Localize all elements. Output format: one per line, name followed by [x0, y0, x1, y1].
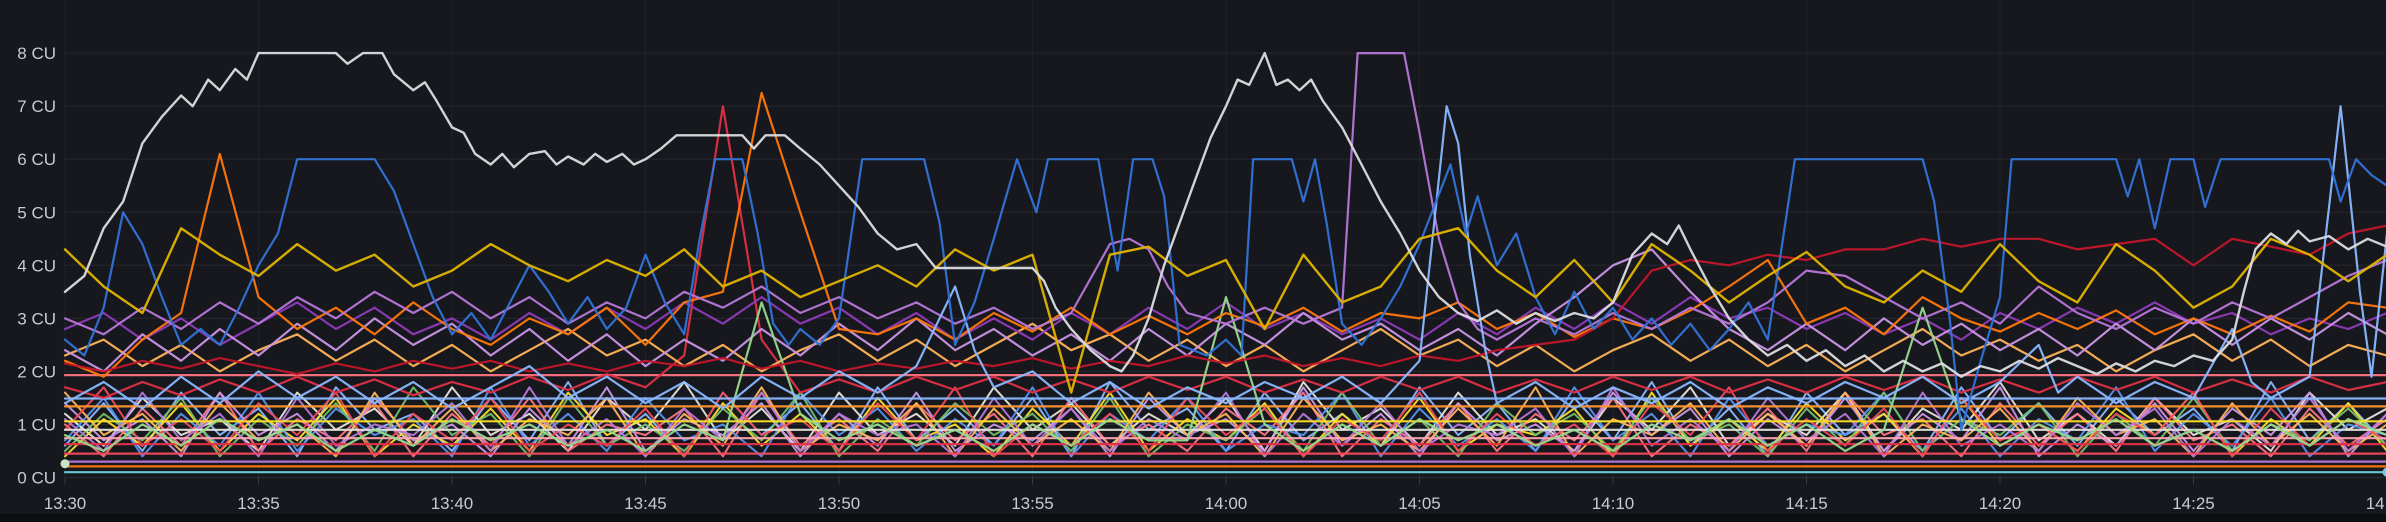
- y-axis-tick-label: 1 CU: [17, 415, 56, 434]
- y-axis-tick-label: 0 CU: [17, 469, 56, 488]
- series-line-violet-band: [63, 296, 2386, 346]
- y-axis-tick-label: 6 CU: [17, 150, 56, 169]
- y-axis-tick-label: 8 CU: [17, 44, 56, 63]
- series-line-darkred-riser: [63, 224, 2386, 376]
- series-line-white-main: [63, 51, 2386, 378]
- y-axis-tick-label: 3 CU: [17, 309, 56, 328]
- series-start-dot: [60, 459, 70, 469]
- x-axis-tick-label: 13:40: [431, 494, 474, 513]
- series-line-palegreen-spiker: [63, 296, 2386, 453]
- series-line-mesh-lightpurple: [64, 386, 2386, 458]
- series-line-lightblue-spiker: [63, 105, 2386, 410]
- series-lines: [63, 51, 2386, 474]
- x-axis-tick-label: 13:30: [44, 494, 87, 513]
- series-line-gold-main: [63, 226, 2386, 394]
- x-axis-tick-label: 14:10: [1592, 494, 1635, 513]
- y-axis-tick-label: 5 CU: [17, 203, 56, 222]
- y-axis-tick-label: 4 CU: [17, 256, 56, 275]
- x-axis-tick-label: 14:05: [1398, 494, 1441, 513]
- y-axis-labels: 0 CU 1 CU 2 CU 3 CU 4 CU 5 CU 6 CU 7 CU 8 CU: [17, 44, 56, 487]
- x-axis-tick-label: 13:45: [624, 494, 667, 513]
- series-line-mesh-blue: [64, 386, 2386, 458]
- x-axis-tick-label: 13:35: [237, 494, 280, 513]
- series-line-mesh-purple: [64, 386, 2386, 458]
- series-line-orange-spiker: [63, 91, 2386, 378]
- x-axis-tick-label: 14:15: [1785, 494, 1828, 513]
- x-axis-labels: 13:30 13:35 13:40 13:45 13:50 13:55 14:00 14:05…: [44, 494, 2386, 513]
- series-line-pink-spiker: [63, 105, 2386, 399]
- series-line-mesh-salmon: [64, 391, 2386, 458]
- x-axis-tick-label: 13:55: [1011, 494, 1054, 513]
- series-line-amber-band: [63, 322, 2386, 373]
- x-axis-tick-label: 14:25: [2172, 494, 2215, 513]
- series-line-blue-plateaus: [63, 158, 2386, 431]
- x-axis-tick-label: 14:30: [2366, 494, 2386, 513]
- panel-bottom-edge: [0, 514, 2386, 522]
- x-axis-tick-label: 14:00: [1205, 494, 1248, 513]
- series-markers: [60, 459, 2386, 477]
- y-axis-tick-label: 2 CU: [17, 362, 56, 381]
- x-axis-tick-label: 14:20: [1979, 494, 2022, 513]
- series-line-mesh-green: [64, 386, 2386, 458]
- series-line-mesh-red: [64, 386, 2386, 458]
- x-axis-tick-label: 13:50: [818, 494, 861, 513]
- series-line-purple-plateau: [63, 51, 2386, 341]
- y-axis-tick-label: 7 CU: [17, 97, 56, 116]
- series-end-dot: [2382, 467, 2386, 477]
